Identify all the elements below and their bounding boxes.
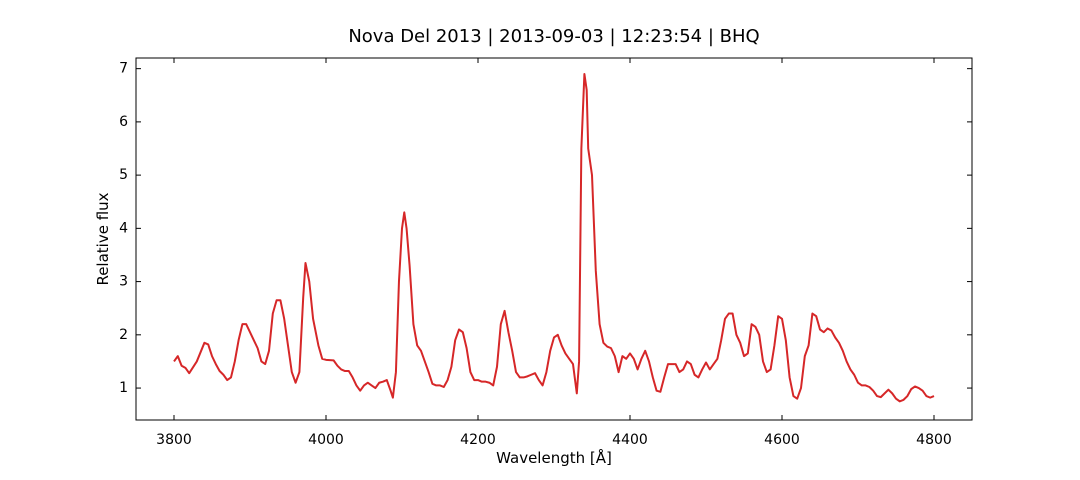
y-axis-label: Relative flux bbox=[94, 192, 112, 285]
y-tick-label: 7 bbox=[119, 61, 128, 77]
x-tick-label: 4800 bbox=[916, 432, 952, 448]
y-tick-label: 2 bbox=[119, 327, 128, 343]
y-tick-label: 6 bbox=[119, 114, 128, 130]
y-tick-label: 4 bbox=[119, 220, 128, 236]
data-line bbox=[173, 72, 935, 403]
x-tick-label: 4000 bbox=[308, 432, 344, 448]
x-tick-label: 4200 bbox=[460, 432, 496, 448]
x-tick-label: 4400 bbox=[612, 432, 648, 448]
y-tick-label: 1 bbox=[119, 380, 128, 396]
plot-frame bbox=[135, 57, 973, 421]
chart-title: Nova Del 2013 | 2013-09-03 | 12:23:54 | … bbox=[348, 26, 759, 47]
x-axis-label: Wavelength [Å] bbox=[496, 448, 612, 467]
x-tick-label: 3800 bbox=[156, 432, 192, 448]
y-tick-label: 5 bbox=[119, 167, 128, 183]
y-tick-label: 3 bbox=[119, 274, 128, 290]
x-tick-label: 4600 bbox=[764, 432, 800, 448]
